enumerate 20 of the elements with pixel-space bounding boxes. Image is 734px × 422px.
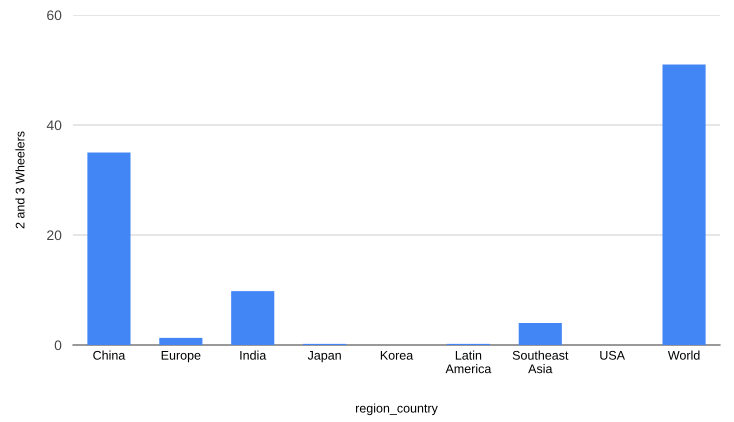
x-axis-title: region_country <box>356 403 438 416</box>
y-axis-title: 2 and 3 Wheelers <box>15 131 25 228</box>
y-tick-label: 0 <box>54 340 62 350</box>
bar <box>662 64 706 345</box>
x-tick-label: Southeast Asia <box>512 350 568 374</box>
x-tick-label: India <box>240 350 266 360</box>
x-tick-label: USA <box>600 350 625 360</box>
y-tick-label: 40 <box>46 120 62 130</box>
x-tick-label: World <box>668 350 700 360</box>
y-tick-label: 60 <box>47 10 62 20</box>
x-tick-label: Korea <box>380 351 414 360</box>
bar <box>159 338 202 345</box>
bar <box>518 323 562 345</box>
bar <box>87 152 131 345</box>
x-tick-label: Europe <box>162 351 200 362</box>
y-tick-label: 20 <box>47 230 62 240</box>
x-tick-label: Latin America <box>445 350 492 374</box>
x-tick-label: Japan <box>308 351 341 362</box>
x-tick-label: China <box>93 350 126 360</box>
bar <box>231 291 274 345</box>
